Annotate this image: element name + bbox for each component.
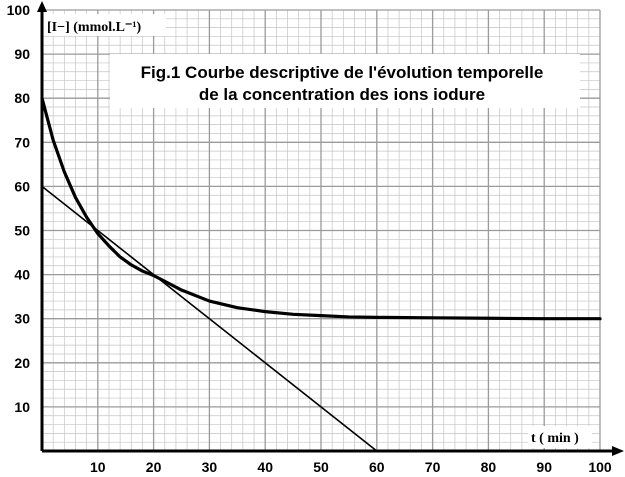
y-tick-label: 10 [14,399,30,415]
x-tick-label: 40 [257,459,273,475]
x-tick-label: 30 [202,459,218,475]
y-tick-label: 20 [14,355,30,371]
y-tick-label: 50 [14,223,30,239]
x-tick-label: 80 [481,459,497,475]
x-tick-label: 90 [536,459,552,475]
axes [37,1,624,456]
y-tick-label: 30 [14,311,30,327]
y-tick-label: 70 [14,134,30,150]
x-tick-label: 100 [588,459,612,475]
x-tick-labels: 10 20 30 40 50 60 70 80 90 100 [90,459,612,475]
y-axis-arrow [37,1,47,12]
y-tick-label: 100 [7,2,31,18]
x-tick-label: 50 [313,459,329,475]
tangent-line [41,185,378,452]
x-tick-label: 60 [369,459,385,475]
y-tick-label: 60 [14,178,30,194]
concentration-curve [40,96,602,321]
y-tick-label: 40 [14,267,30,283]
x-tick-label: 70 [425,459,441,475]
x-tick-label: 10 [90,459,106,475]
y-tick-label: 90 [14,46,30,62]
x-tick-label: 20 [146,459,162,475]
y-tick-labels: 10 20 30 40 50 60 70 80 90 100 [7,2,31,415]
x-axis-arrow [612,446,624,456]
y-axis-label: [I−] (mmol.L⁻¹) [47,20,142,35]
chart-title-line-1: Fig.1 Courbe descriptive de l'évolution … [141,63,544,82]
series-layer [40,96,602,452]
title-background [110,54,580,108]
xlabel-background [528,426,592,448]
chart-title-line-2: de la concentration des ions iodure [199,85,485,104]
y-tick-label: 80 [14,90,30,106]
x-axis-label: t ( min ) [531,431,579,446]
ylabel-background [44,14,166,36]
